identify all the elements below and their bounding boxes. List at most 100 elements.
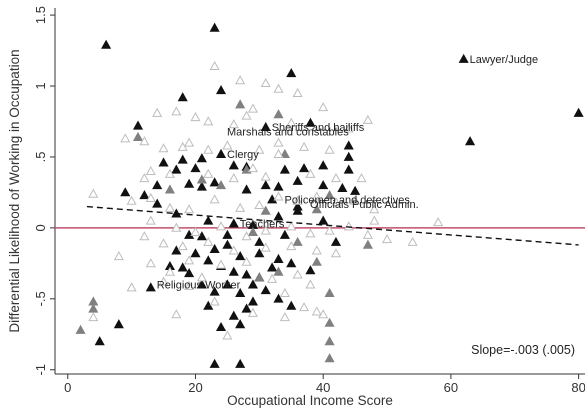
gray-triangle-point xyxy=(247,226,259,236)
slope-annotation: Slope=-.003 (.005) xyxy=(471,343,575,357)
black-triangle-point xyxy=(222,239,233,249)
black-triangle-point xyxy=(305,265,316,275)
x-tick-label: 80 xyxy=(571,380,585,395)
black-triangle-point xyxy=(343,164,354,174)
hollow-triangle-point xyxy=(330,197,342,207)
hollow-triangle-point xyxy=(260,77,271,88)
hollow-triangle-point xyxy=(279,287,290,297)
black-triangle-point xyxy=(209,358,220,368)
hollow-triangle-point xyxy=(369,204,380,214)
black-triangle-point xyxy=(171,164,182,174)
black-triangle-point xyxy=(215,321,227,332)
hollow-triangle-point xyxy=(158,143,169,153)
hollow-triangle-point xyxy=(145,258,156,268)
black-triangle-point xyxy=(235,251,246,261)
y-tick-label: -.5 xyxy=(33,291,48,306)
hollow-triangle-point xyxy=(184,204,195,214)
hollow-triangle-point xyxy=(190,226,201,236)
black-triangle-point xyxy=(254,236,265,246)
y-axis-title: Differential Likelihood of Working in Oc… xyxy=(7,49,22,332)
black-triangle-point xyxy=(318,180,329,190)
hollow-triangle-point xyxy=(120,133,131,143)
hollow-triangle-point xyxy=(343,123,354,133)
black-triangle-point xyxy=(241,303,252,313)
gray-triangle-point xyxy=(292,236,303,246)
black-triangle-point xyxy=(228,310,239,320)
black-triangle-point xyxy=(209,286,220,296)
black-triangle-point xyxy=(241,269,252,279)
hollow-triangle-point xyxy=(228,245,239,255)
occupation-label: Lawyer/Judge xyxy=(470,54,538,66)
black-triangle-point xyxy=(215,85,227,95)
hollow-triangle-point xyxy=(273,83,284,93)
hollow-triangle-point xyxy=(228,173,239,183)
black-triangle-point xyxy=(177,92,188,102)
black-triangle-point xyxy=(254,248,265,258)
hollow-triangle-point xyxy=(273,191,284,201)
black-triangle-point xyxy=(184,229,195,239)
hollow-triangle-point xyxy=(433,216,444,227)
hollow-triangle-point xyxy=(260,171,271,181)
black-triangle-point xyxy=(343,140,354,150)
hollow-triangle-point xyxy=(356,173,367,183)
hollow-triangle-point xyxy=(324,144,335,154)
black-triangle-point xyxy=(573,107,584,117)
hollow-triangle-point xyxy=(241,231,252,241)
hollow-triangle-point xyxy=(273,148,284,158)
gray-triangle-point xyxy=(311,256,322,266)
black-triangle-point xyxy=(101,39,112,49)
gray-triangle-point xyxy=(88,303,99,313)
hollow-triangle-point xyxy=(286,241,297,251)
y-tick-label: 1 xyxy=(33,82,48,89)
hollow-triangle-point xyxy=(171,309,182,319)
hollow-triangle-point xyxy=(350,195,361,205)
hollow-triangle-point xyxy=(318,309,329,319)
hollow-triangle-point xyxy=(171,222,182,232)
gray-triangle-point xyxy=(75,324,86,334)
hollow-triangle-point xyxy=(215,221,227,231)
black-triangle-point xyxy=(228,218,239,228)
black-triangle-point xyxy=(158,157,169,167)
hollow-triangle-point xyxy=(260,225,271,235)
hollow-triangle-point xyxy=(260,242,271,252)
hollow-triangle-point xyxy=(305,228,316,238)
black-triangle-point xyxy=(196,279,207,289)
black-triangle-point xyxy=(318,215,329,225)
black-triangle-point xyxy=(203,255,214,265)
black-triangle-point xyxy=(273,253,284,263)
black-triangle-point xyxy=(241,184,252,194)
hollow-triangle-point xyxy=(254,144,265,154)
black-triangle-point xyxy=(343,151,354,161)
black-triangle-point xyxy=(247,279,259,289)
black-triangle-point xyxy=(267,194,278,204)
black-triangle-point xyxy=(279,164,290,174)
hollow-triangle-point xyxy=(184,137,195,147)
hollow-triangle-point xyxy=(209,60,220,71)
black-triangle-point xyxy=(139,190,150,200)
black-triangle-point xyxy=(184,178,195,188)
black-triangle-point xyxy=(222,229,233,239)
black-triangle-point xyxy=(132,120,144,130)
hollow-triangle-point xyxy=(247,103,259,113)
black-triangle-point xyxy=(209,243,220,254)
occupation-label: Policemen and detectives xyxy=(284,195,410,207)
black-triangle-point xyxy=(152,198,163,208)
black-triangle-point xyxy=(113,319,124,329)
gray-triangle-point xyxy=(196,174,207,184)
gray-triangle-point xyxy=(324,287,335,297)
black-triangle-point xyxy=(235,319,246,329)
fit-line xyxy=(86,205,579,246)
black-triangle-point xyxy=(190,248,201,258)
black-triangle-point xyxy=(465,136,476,146)
hollow-triangle-point xyxy=(279,312,290,322)
black-triangle-point xyxy=(350,185,361,195)
black-triangle-point xyxy=(222,279,233,289)
black-triangle-point xyxy=(337,182,348,193)
hollow-triangle-point xyxy=(139,136,150,146)
black-triangle-point xyxy=(235,287,246,297)
black-triangle-point xyxy=(215,148,227,158)
hollow-triangle-point xyxy=(145,165,156,175)
black-triangle-point xyxy=(247,296,259,306)
